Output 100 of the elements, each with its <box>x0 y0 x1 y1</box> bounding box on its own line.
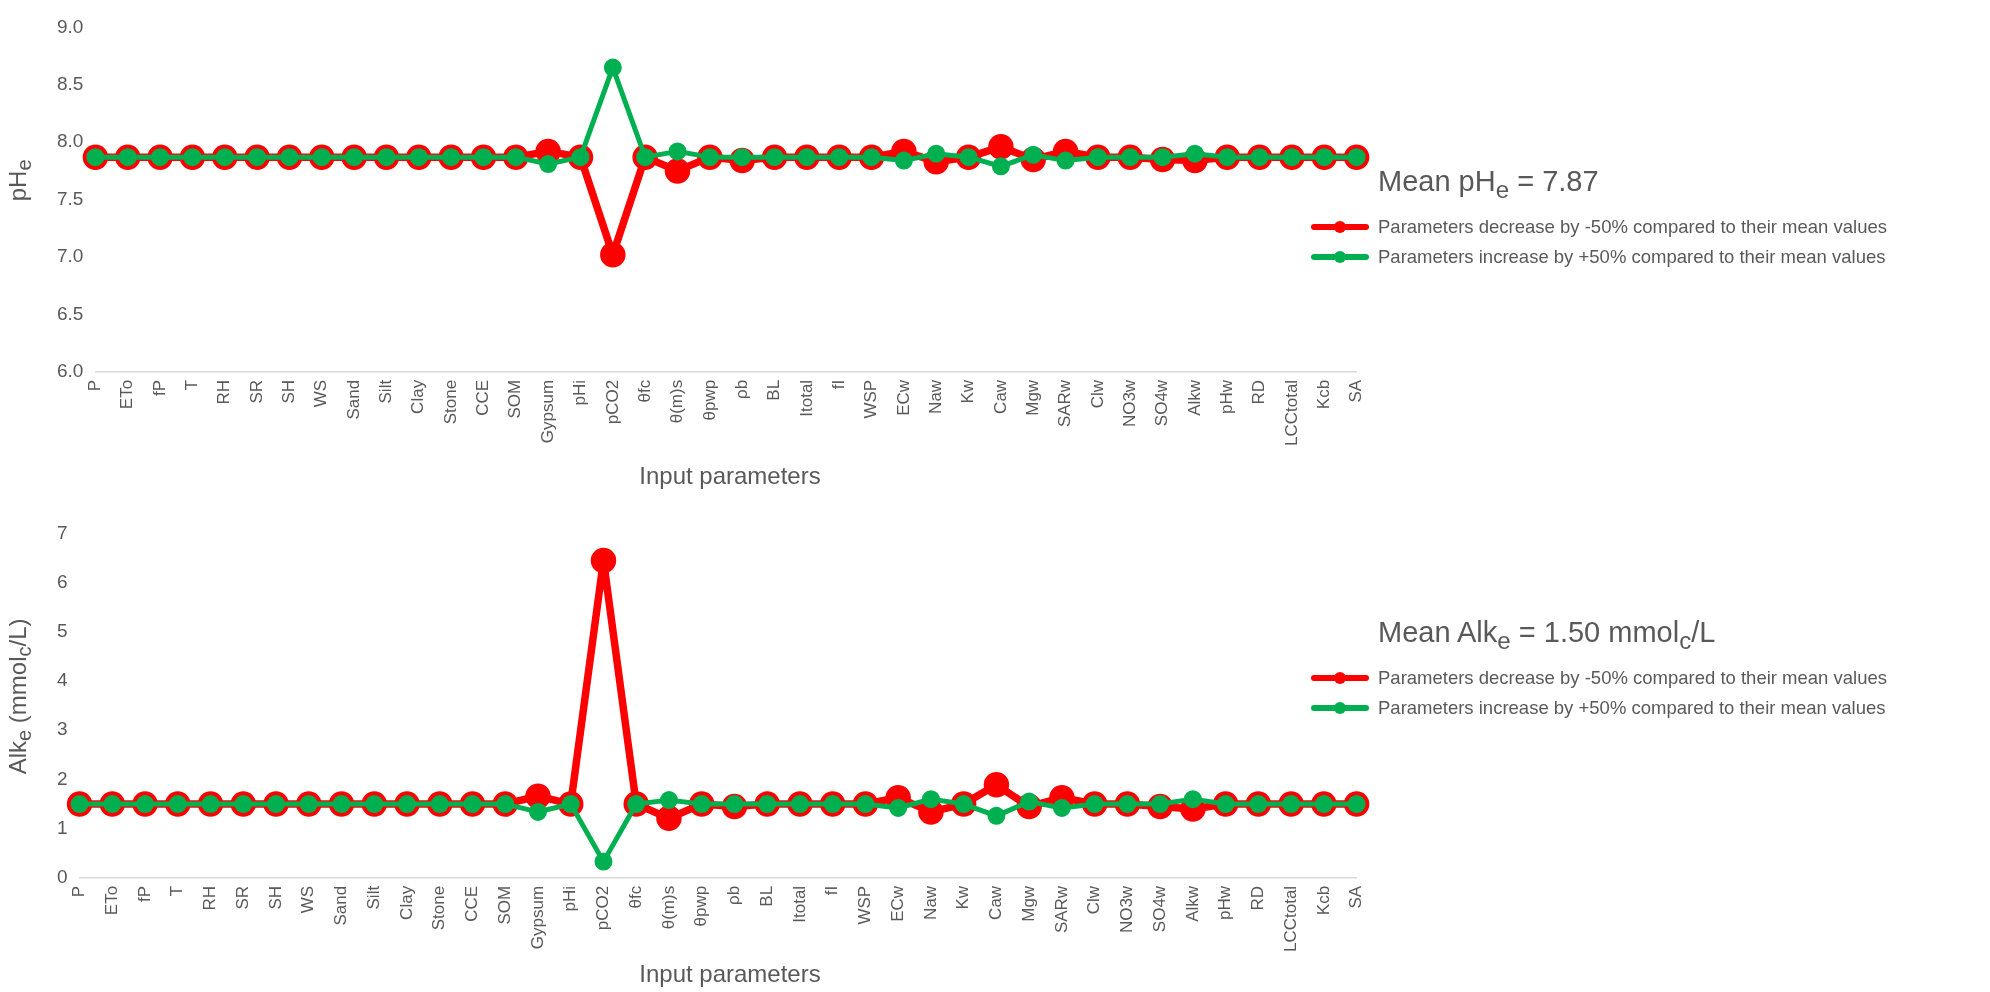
x-axis-title: Input parameters <box>638 960 822 988</box>
x-tick-label: pCO2 <box>602 379 622 425</box>
x-tick-label: WSP <box>861 379 881 419</box>
y-tick-label: 7 <box>56 521 68 543</box>
y-tick-label: 2 <box>56 767 68 789</box>
legend-label: Parameters increase by +50% compared to their mean values <box>1378 696 1886 719</box>
x-tick-label: Sand <box>343 379 363 420</box>
x-tick-label: CCE <box>473 379 493 416</box>
x-tick-label: Clay <box>408 379 428 414</box>
x-tick-label: Mgw <box>1022 379 1042 416</box>
x-tick-label: SO4w <box>1149 885 1169 933</box>
x-tick-label: Kw <box>958 379 978 404</box>
x-tick-label: Itotal <box>796 379 816 417</box>
x-tick-label: Clay <box>396 885 416 920</box>
x-tick-label: SR <box>232 885 252 910</box>
legend-label: Parameters decrease by -50% compared to their mean values <box>1378 666 1888 689</box>
x-tick-label: Stone <box>429 885 449 931</box>
x-tick-label: θpwp <box>699 379 719 421</box>
x-tick-label: fP <box>134 885 154 902</box>
y-tick-label: 8.5 <box>56 73 84 95</box>
x-tick-label: SR <box>246 379 266 404</box>
x-tick-label: Silt <box>363 885 383 910</box>
x-tick-label: Sand <box>331 885 351 926</box>
x-tick-label: T <box>167 885 187 897</box>
x-tick-label: BL <box>764 379 784 401</box>
y-tick-label: 1 <box>56 816 68 838</box>
x-tick-label: Caw <box>986 885 1006 920</box>
y-tick-label: 7.0 <box>56 245 84 267</box>
y-tick-label: 8.0 <box>56 130 84 152</box>
y-tick-label: 7.5 <box>56 187 84 209</box>
y-tick-label: 6.0 <box>56 360 84 382</box>
x-tick-label: CCE <box>462 885 482 922</box>
y-tick-label: 4 <box>56 669 68 691</box>
x-tick-label: Alkw <box>1184 379 1204 416</box>
y-tick-label: 6.5 <box>56 302 84 324</box>
x-tick-label: Kw <box>953 885 973 910</box>
legend-title: Mean pH$_{e}$ = 7.87 <box>1378 165 1600 204</box>
x-tick-label: pHw <box>1216 379 1236 414</box>
x-tick-label: fI <box>822 885 842 896</box>
x-tick-label: fP <box>149 379 169 396</box>
x-tick-label: pHi <box>570 379 590 406</box>
y-tick-label: 6 <box>56 570 68 592</box>
x-tick-label: SARw <box>1051 885 1071 934</box>
x-tick-label: pHi <box>560 885 580 912</box>
x-tick-label: Caw <box>990 379 1010 414</box>
x-tick-label: SOM <box>505 379 525 419</box>
legend-title: Mean Alk$_{e}$ = 1.50 mmol$_{c}$/L <box>1378 616 1717 655</box>
y-tick-label: 5 <box>56 620 68 642</box>
x-tick-label: WS <box>311 379 331 408</box>
x-tick-label: ETo <box>117 379 137 410</box>
x-tick-label: ECw <box>887 885 907 922</box>
x-tick-label: θfc <box>634 379 654 403</box>
x-tick-label: SH <box>265 885 285 910</box>
x-tick-label: θfc <box>625 885 645 909</box>
x-tick-label: Alkw <box>1182 885 1202 922</box>
y-tick-label: 3 <box>56 718 68 740</box>
x-tick-label: ETo <box>102 885 121 916</box>
x-tick-label: Kcb <box>1313 885 1333 916</box>
x-tick-label: Kcb <box>1313 379 1333 410</box>
x-tick-label: NO3w <box>1117 885 1137 934</box>
x-tick-label: RH <box>200 885 220 911</box>
legend-label: Parameters decrease by -50% compared to their mean values <box>1378 215 1888 238</box>
x-tick-label: ρb <box>731 379 751 399</box>
x-tick-label: pCO2 <box>593 885 613 931</box>
x-tick-label: NO3w <box>1119 379 1139 428</box>
x-tick-label: Clw <box>1087 379 1107 409</box>
x-tick-label: SARw <box>1055 379 1075 428</box>
x-tick-label: Gypsum <box>527 885 547 950</box>
x-tick-label: RD <box>1248 885 1268 911</box>
x-tick-label: fI <box>828 379 848 390</box>
x-tick-label: SH <box>279 379 299 404</box>
x-tick-label: ECw <box>893 379 913 416</box>
x-tick-label: LCCtotal <box>1280 885 1300 952</box>
x-tick-label: T <box>182 379 202 391</box>
x-tick-label: ρb <box>724 885 744 905</box>
x-tick-label: SOM <box>494 885 514 925</box>
x-tick-label: WSP <box>855 885 875 925</box>
x-tick-label: θ(m)s <box>667 379 687 424</box>
y-tick-label: 0 <box>56 866 68 888</box>
x-tick-label: BL <box>756 885 776 907</box>
x-tick-label: Stone <box>440 379 460 425</box>
legend-label: Parameters increase by +50% compared to their mean values <box>1378 245 1886 268</box>
x-axis-title: Input parameters <box>638 462 822 490</box>
x-tick-label: WS <box>298 885 318 914</box>
x-tick-label: LCCtotal <box>1281 379 1301 446</box>
x-tick-label: Mgw <box>1018 885 1038 922</box>
x-tick-label: Itotal <box>789 885 809 923</box>
x-tick-label: RH <box>214 379 234 405</box>
x-tick-label: RD <box>1249 379 1269 405</box>
x-tick-label: Clw <box>1084 885 1104 915</box>
x-tick-label: pHw <box>1215 885 1235 920</box>
y-tick-label: 9.0 <box>56 15 84 37</box>
x-tick-label: SO4w <box>1152 379 1172 427</box>
x-tick-label: SA <box>1346 379 1366 403</box>
x-tick-label: SA <box>1346 885 1366 909</box>
x-tick-label: P <box>85 379 105 392</box>
x-tick-label: P <box>69 885 89 898</box>
x-tick-label: θpwp <box>691 885 711 927</box>
x-tick-label: Silt <box>376 379 396 404</box>
x-tick-label: Naw <box>920 885 940 920</box>
